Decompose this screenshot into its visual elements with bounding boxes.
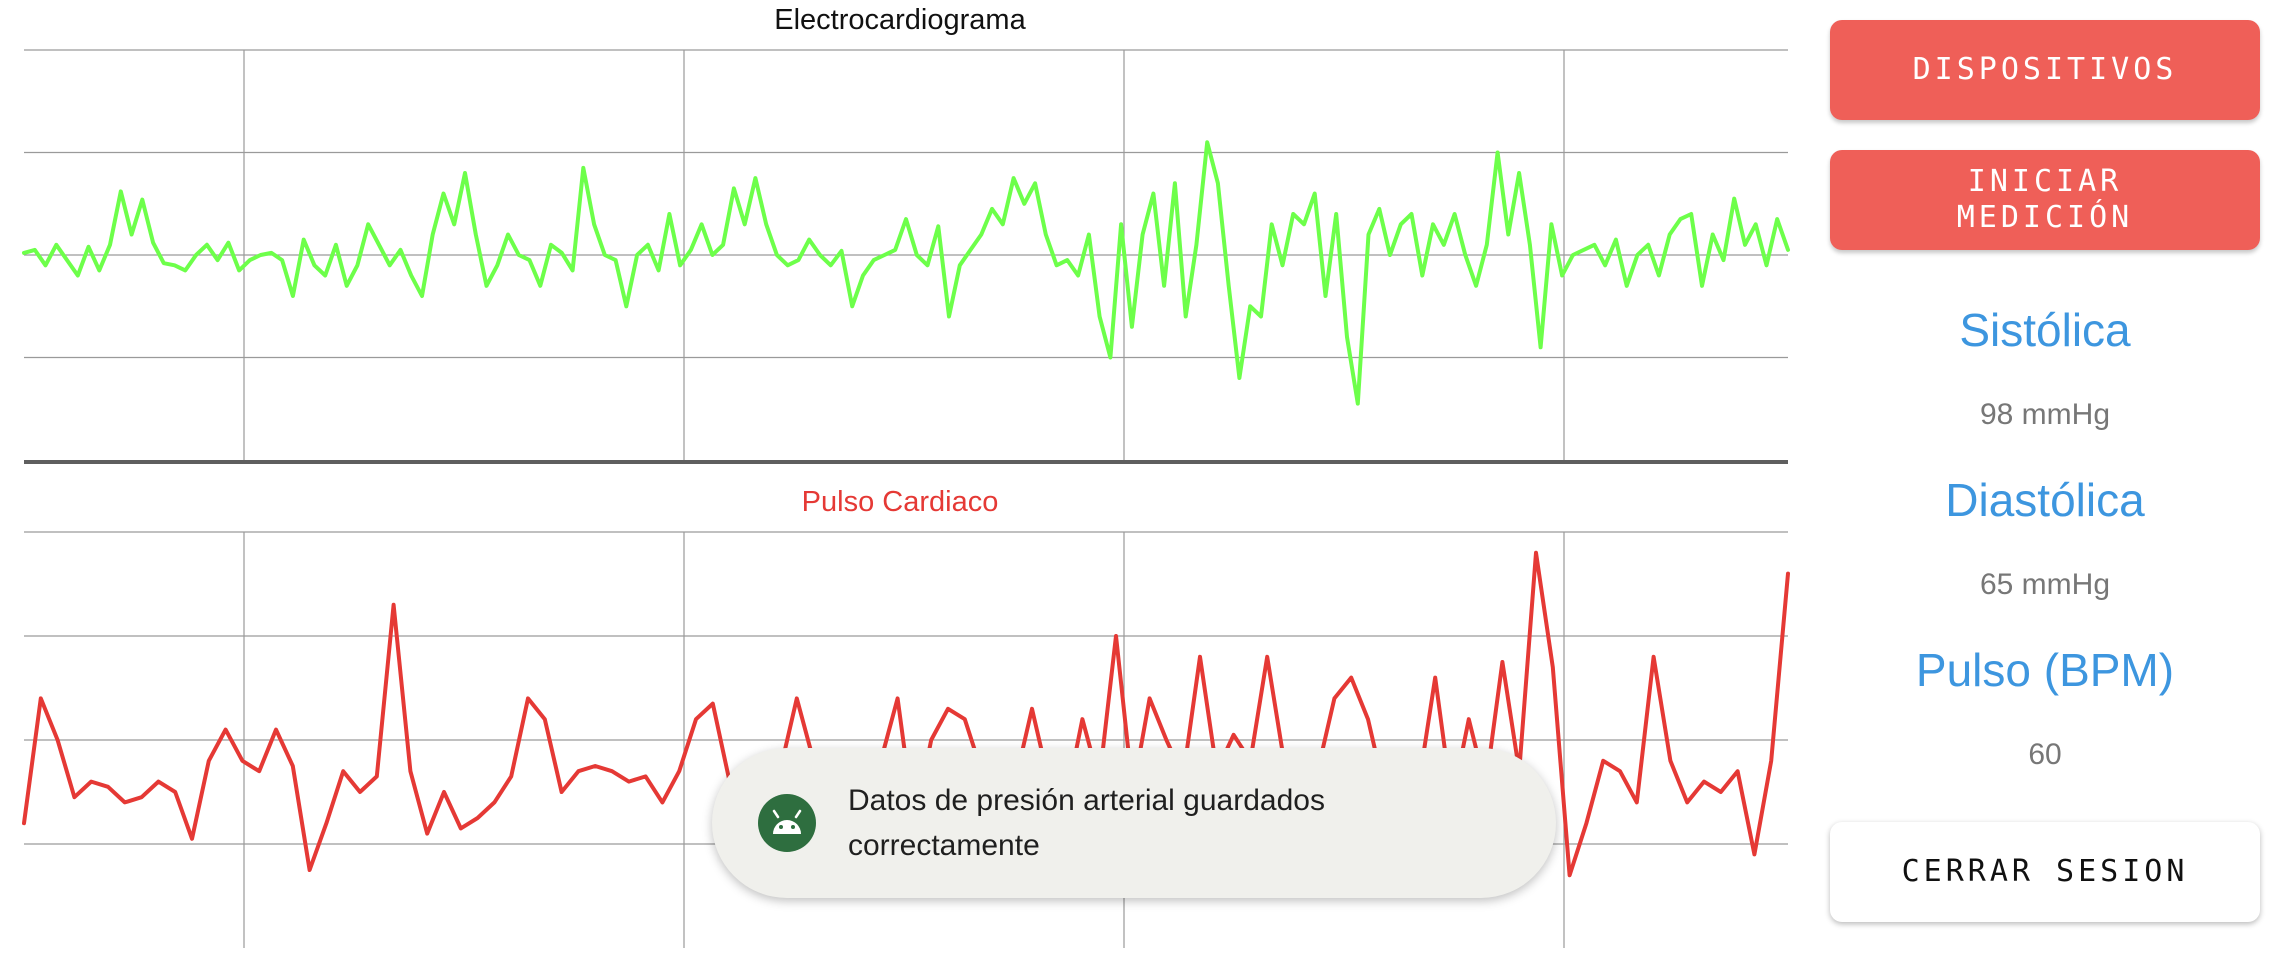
devices-button[interactable]: DISPOSITIVOS — [1830, 20, 2260, 120]
pulse-bpm-value: 60 — [2028, 738, 2062, 771]
ecg-series-line — [22, 140, 1790, 406]
charts-panel: Electrocardiograma Pulso Cardiaco — [22, 4, 1790, 948]
systolic-label: Sistólica — [1959, 304, 2131, 356]
ecg-chart — [22, 49, 1790, 460]
diastolic-value: 65 mmHg — [1979, 568, 2111, 601]
toast-message: Datos de presión arterial guardados corr… — [848, 784, 1325, 862]
systolic-value: 98 mmHg — [1979, 398, 2111, 431]
logout-button[interactable]: CERRAR SESION — [1830, 822, 2260, 922]
android-icon — [758, 794, 816, 852]
chart-divider — [24, 460, 1788, 464]
toast-notification: Datos de presión arterial guardados corr… — [712, 748, 1556, 898]
diastolic-label: Diastólica — [1945, 474, 2145, 526]
start-measurement-button[interactable]: INICIAR MEDICIÓN — [1830, 150, 2260, 250]
pulse-chart-title: Pulso Cardiaco — [801, 486, 999, 518]
ecg-chart-title: Electrocardiograma — [774, 4, 1026, 36]
pulse-bpm-label: Pulso (BPM) — [1915, 644, 2175, 696]
measurement-sidebar: DISPOSITIVOS INICIAR MEDICIÓN Sistólica … — [1830, 0, 2260, 960]
